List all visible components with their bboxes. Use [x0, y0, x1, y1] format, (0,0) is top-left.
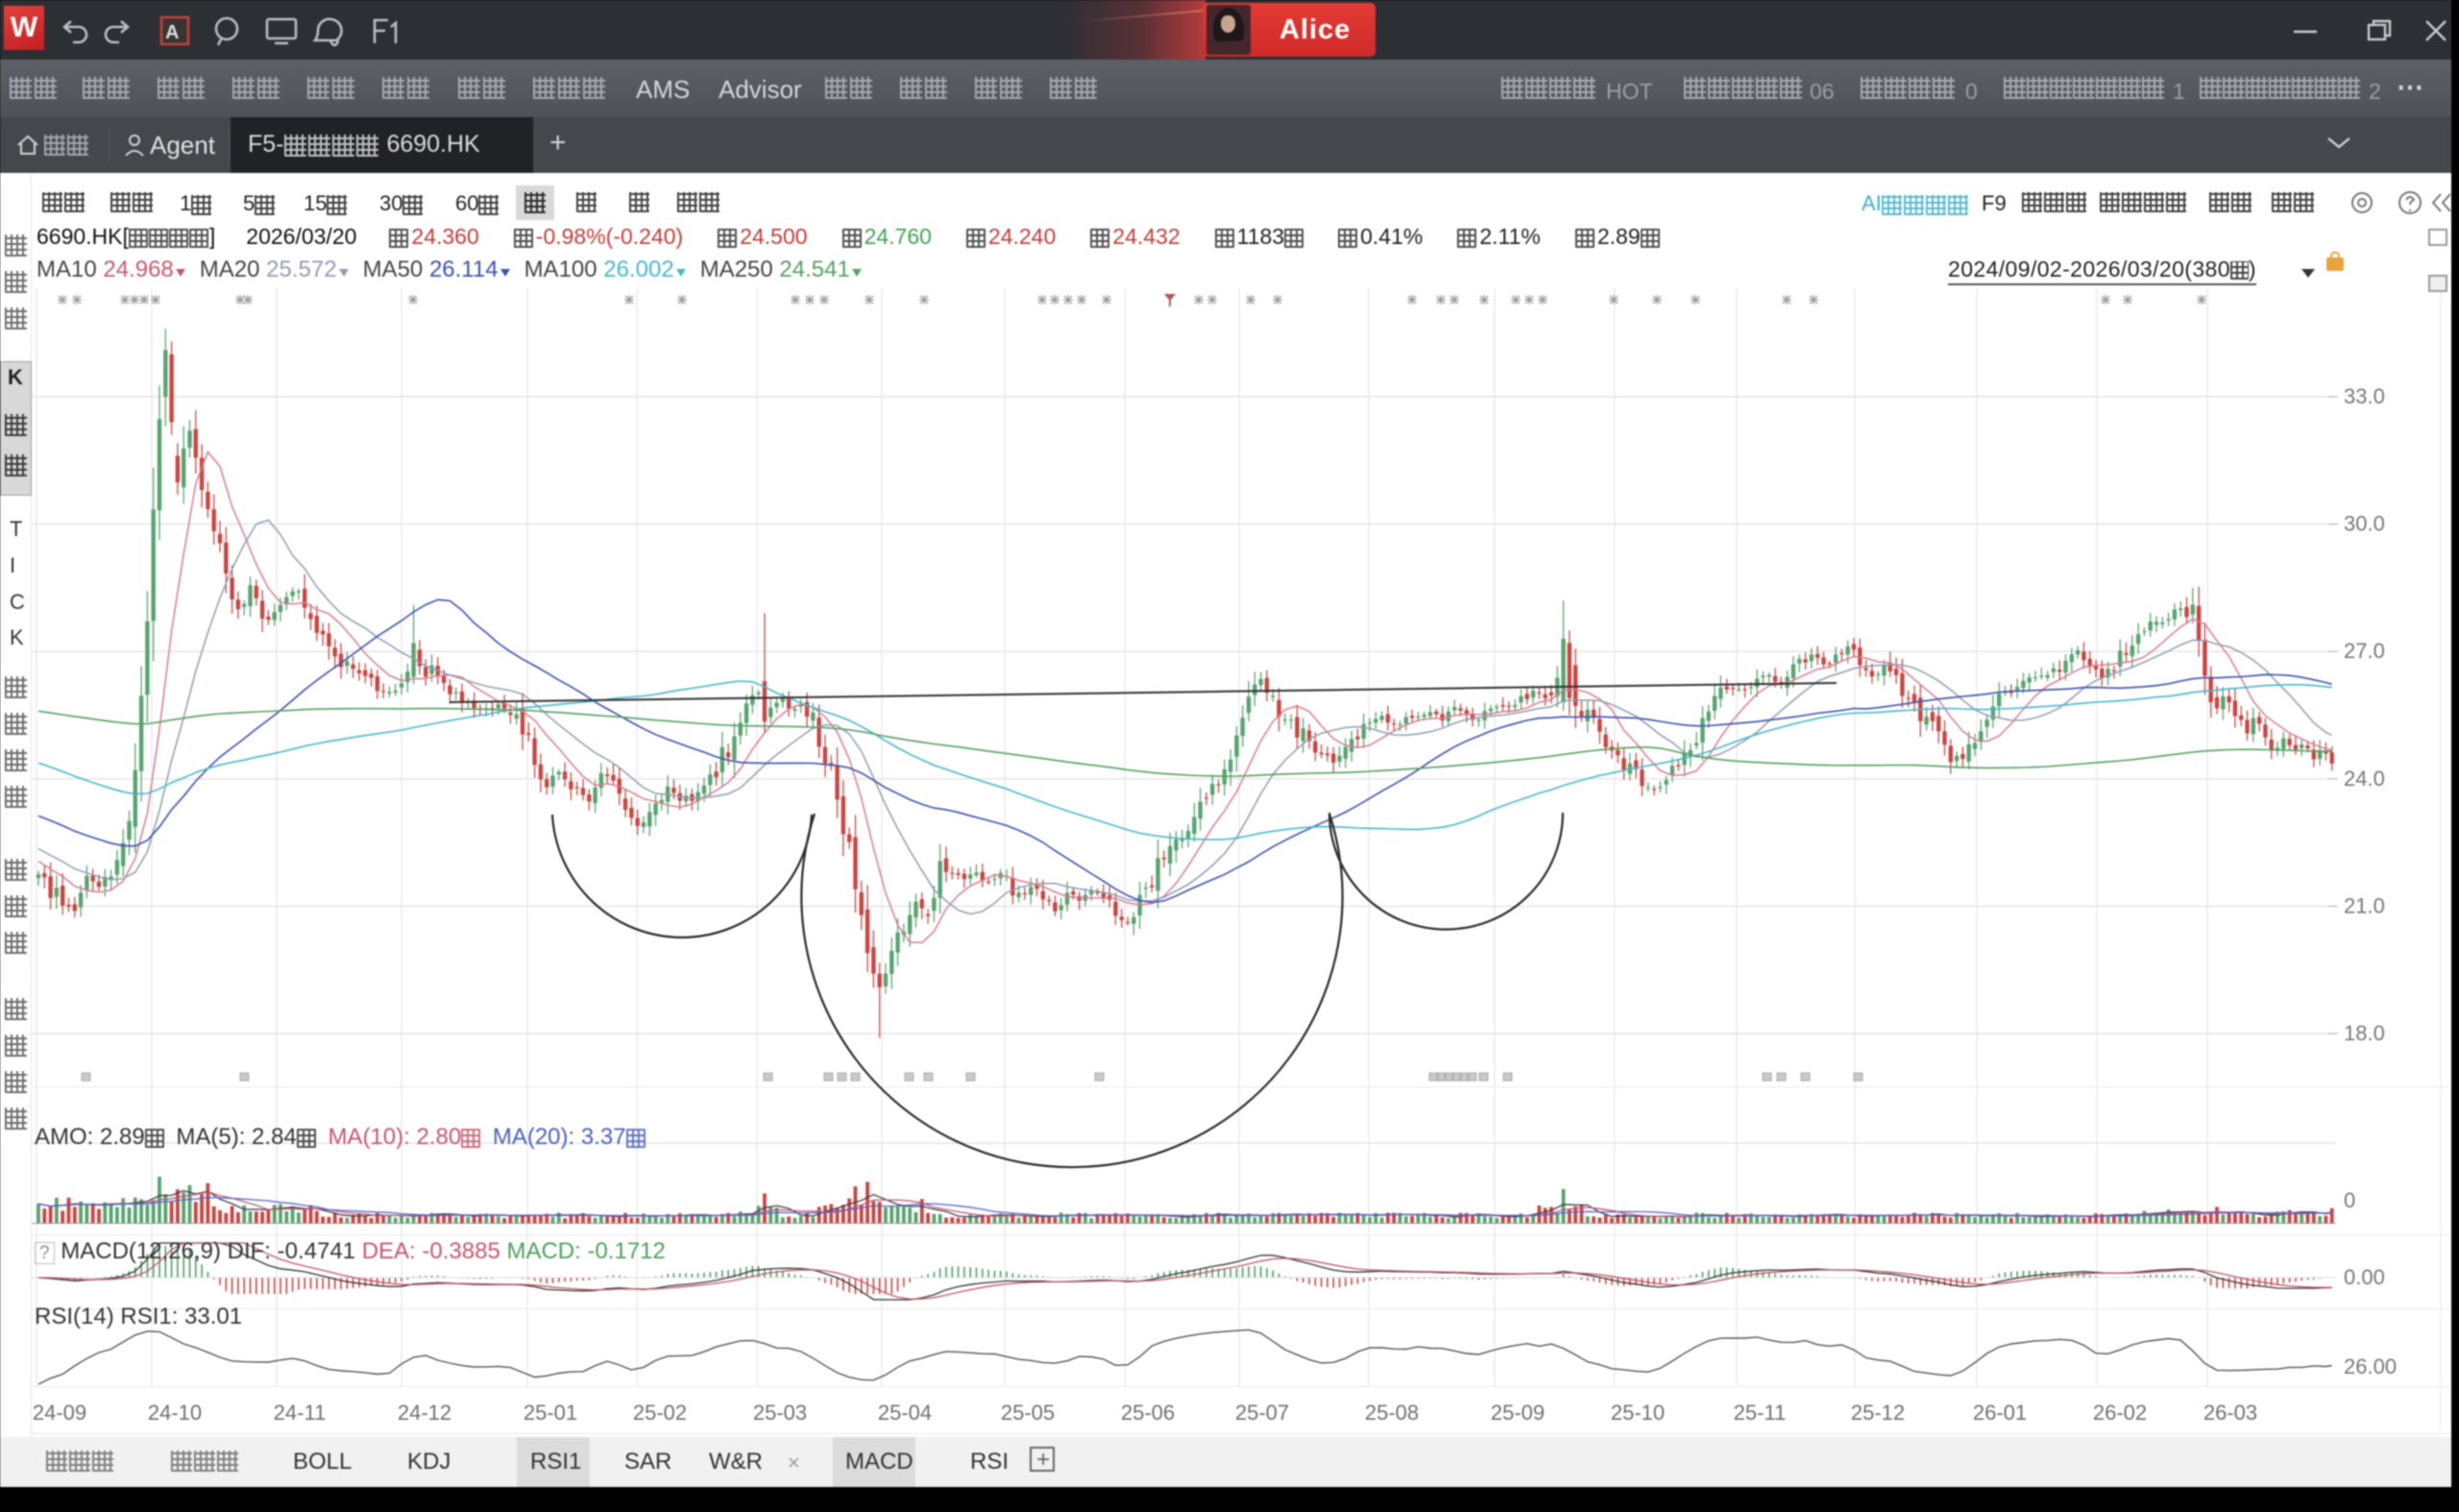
svg-text:26-03: 26-03 — [2203, 1401, 2257, 1425]
svg-text:25-12: 25-12 — [1851, 1401, 1905, 1425]
svg-text:26.00: 26.00 — [2344, 1354, 2397, 1378]
svg-text:25-02: 25-02 — [633, 1401, 687, 1425]
svg-text:25-05: 25-05 — [1001, 1401, 1055, 1425]
svg-text:25-01: 25-01 — [523, 1401, 577, 1425]
svg-text:24-09: 24-09 — [33, 1401, 86, 1425]
svg-text:25-04: 25-04 — [878, 1401, 932, 1425]
svg-text:24-11: 24-11 — [274, 1401, 327, 1425]
svg-text:24-10: 24-10 — [148, 1401, 202, 1425]
svg-text:25-11: 25-11 — [1734, 1401, 1787, 1425]
svg-text:0.00: 0.00 — [2344, 1265, 2385, 1289]
svg-text:18.0: 18.0 — [2344, 1021, 2385, 1045]
svg-text:25-10: 25-10 — [1611, 1401, 1665, 1425]
svg-text:25-07: 25-07 — [1235, 1401, 1289, 1425]
svg-text:25-09: 25-09 — [1491, 1401, 1545, 1425]
svg-text:25-03: 25-03 — [753, 1401, 807, 1425]
svg-text:0: 0 — [2344, 1188, 2355, 1212]
svg-text:25-08: 25-08 — [1365, 1401, 1419, 1425]
svg-text:27.0: 27.0 — [2344, 639, 2385, 663]
svg-text:33.0: 33.0 — [2344, 384, 2385, 408]
svg-text:24.0: 24.0 — [2344, 767, 2385, 791]
svg-text:A: A — [165, 22, 179, 43]
svg-text:21.0: 21.0 — [2344, 893, 2385, 917]
svg-text:30.0: 30.0 — [2344, 512, 2385, 536]
svg-text:26-02: 26-02 — [2093, 1401, 2147, 1425]
svg-text:26-01: 26-01 — [1973, 1401, 2027, 1425]
svg-text:24-12: 24-12 — [398, 1401, 451, 1425]
svg-text:25-06: 25-06 — [1121, 1401, 1175, 1425]
